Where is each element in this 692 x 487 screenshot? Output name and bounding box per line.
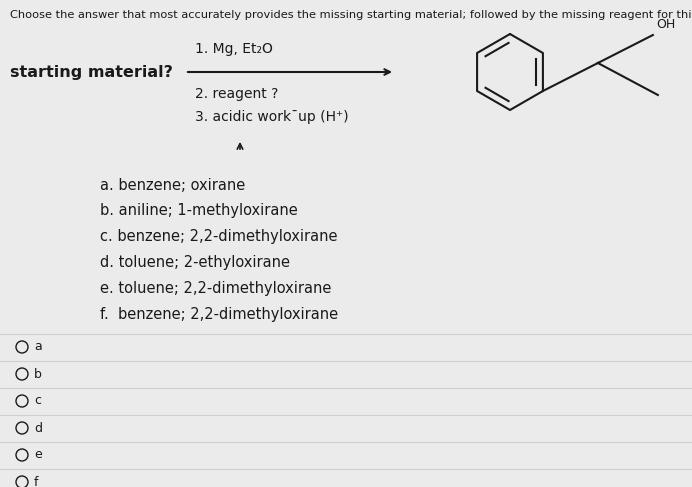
Text: f.  benzene; 2,2-dimethyloxirane: f. benzene; 2,2-dimethyloxirane [100, 307, 338, 322]
Text: c. benzene; 2,2-dimethyloxirane: c. benzene; 2,2-dimethyloxirane [100, 229, 338, 244]
Text: a. benzene; oxirane: a. benzene; oxirane [100, 177, 245, 192]
Text: OH: OH [656, 18, 675, 31]
Text: Choose the answer that most accurately provides the missing starting material; f: Choose the answer that most accurately p… [10, 10, 692, 20]
Text: b: b [34, 368, 42, 380]
Text: starting material?: starting material? [10, 64, 173, 79]
Text: c: c [34, 394, 41, 408]
Text: f: f [34, 475, 39, 487]
Text: b. aniline; 1-methyloxirane: b. aniline; 1-methyloxirane [100, 204, 298, 219]
Text: e. toluene; 2,2-dimethyloxirane: e. toluene; 2,2-dimethyloxirane [100, 281, 331, 297]
Text: d. toluene; 2-ethyloxirane: d. toluene; 2-ethyloxirane [100, 256, 290, 270]
Text: 1. Mg, Et₂O: 1. Mg, Et₂O [195, 42, 273, 56]
Text: 2. reagent ?: 2. reagent ? [195, 87, 278, 101]
Text: e: e [34, 449, 42, 462]
Text: d: d [34, 422, 42, 434]
Text: a: a [34, 340, 42, 354]
Text: 3. acidic work¯up (H⁺): 3. acidic work¯up (H⁺) [195, 110, 349, 124]
